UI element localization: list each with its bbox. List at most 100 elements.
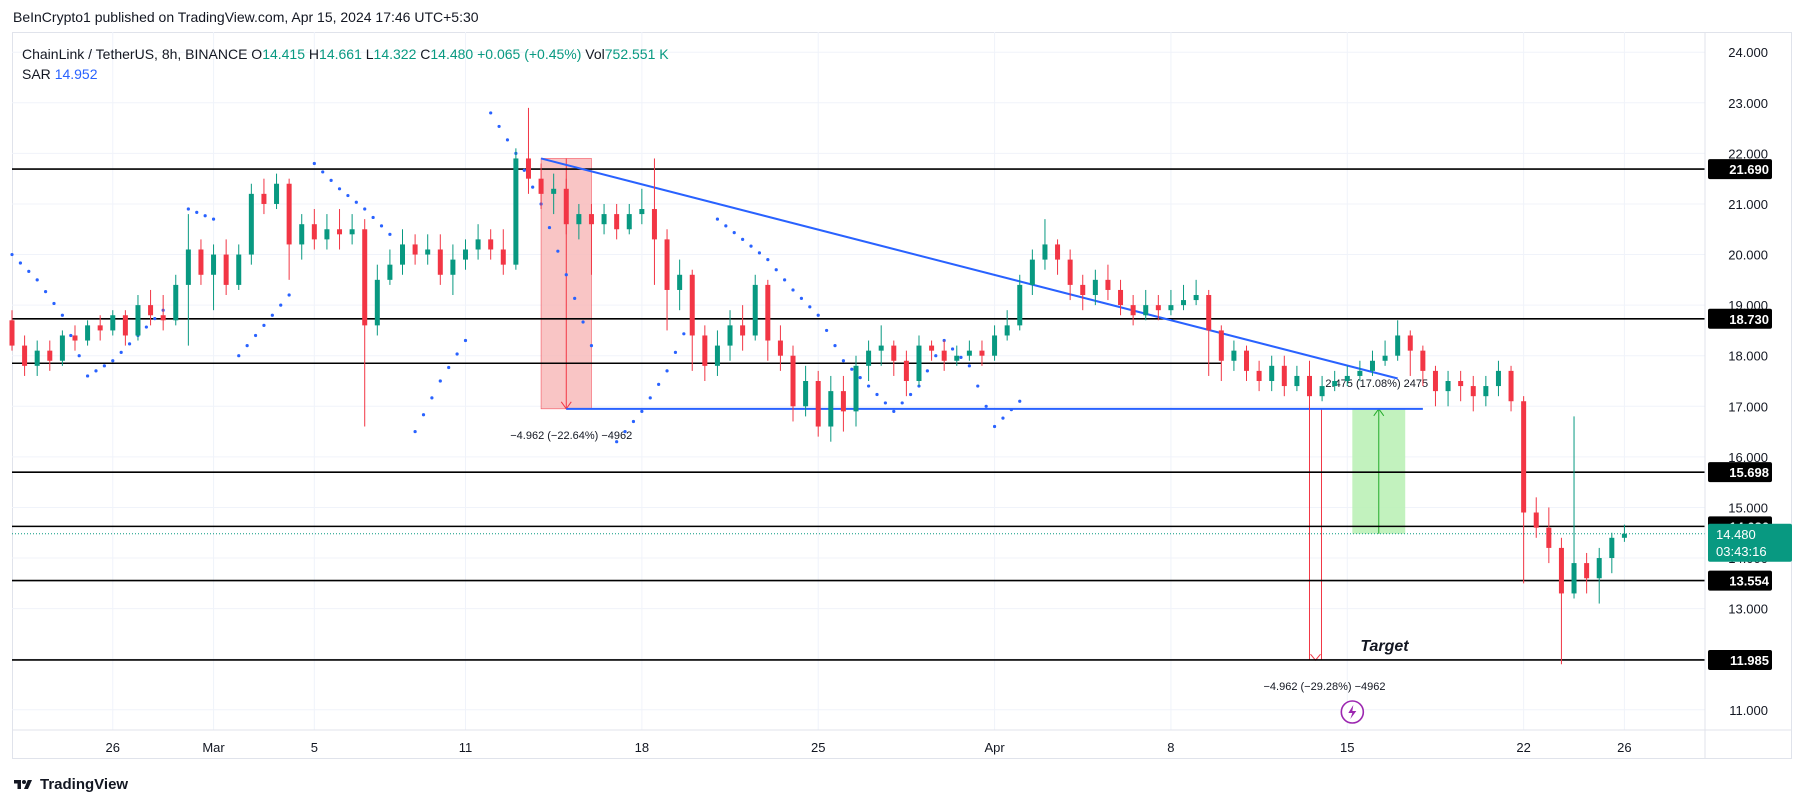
candle[interactable] xyxy=(1521,396,1527,584)
candle[interactable] xyxy=(47,340,53,371)
candle[interactable] xyxy=(274,173,280,210)
candle[interactable] xyxy=(651,158,657,285)
descending-trendline[interactable] xyxy=(540,157,1398,380)
candle[interactable] xyxy=(714,330,720,376)
candle[interactable] xyxy=(72,325,78,351)
candle[interactable] xyxy=(1181,284,1187,311)
candle[interactable] xyxy=(1080,274,1086,311)
candle[interactable] xyxy=(1143,289,1149,321)
candle[interactable] xyxy=(1218,325,1224,381)
candle[interactable] xyxy=(551,173,557,215)
candle[interactable] xyxy=(185,214,191,346)
tradingview-brand[interactable]: TradingView xyxy=(12,776,128,793)
candle[interactable] xyxy=(1584,552,1590,594)
candle[interactable] xyxy=(601,203,607,235)
candle[interactable] xyxy=(412,234,418,265)
candle[interactable] xyxy=(538,163,544,210)
candle[interactable] xyxy=(400,229,406,275)
candle[interactable] xyxy=(1244,345,1250,381)
candle[interactable] xyxy=(1609,532,1615,574)
candle[interactable] xyxy=(261,178,267,215)
candle[interactable] xyxy=(437,234,443,285)
candle[interactable] xyxy=(903,350,909,397)
candle[interactable] xyxy=(525,107,531,194)
candle[interactable] xyxy=(248,183,254,265)
candle[interactable] xyxy=(1017,274,1023,331)
candle[interactable] xyxy=(866,340,872,381)
candle[interactable] xyxy=(1092,269,1098,306)
candle[interactable] xyxy=(1067,249,1073,301)
candle[interactable] xyxy=(475,224,481,260)
candle[interactable] xyxy=(286,178,292,280)
candle[interactable] xyxy=(1294,365,1300,392)
candle[interactable] xyxy=(1458,370,1464,402)
candle[interactable] xyxy=(702,325,708,381)
candle[interactable] xyxy=(576,203,582,240)
candle[interactable] xyxy=(9,310,15,351)
candle[interactable] xyxy=(1130,295,1136,326)
candle[interactable] xyxy=(311,209,317,250)
candle[interactable] xyxy=(1155,295,1161,321)
candle[interactable] xyxy=(1432,365,1438,407)
candle[interactable] xyxy=(1533,497,1539,538)
candle[interactable] xyxy=(374,264,380,336)
candle[interactable] xyxy=(1495,360,1501,397)
candle[interactable] xyxy=(1055,239,1061,275)
candle[interactable] xyxy=(1357,360,1363,381)
candle[interactable] xyxy=(588,203,594,275)
candle[interactable] xyxy=(916,335,922,387)
candle[interactable] xyxy=(1231,340,1237,371)
candle[interactable] xyxy=(299,214,305,260)
candle[interactable] xyxy=(1105,264,1111,301)
candle[interactable] xyxy=(1382,340,1388,366)
candle[interactable] xyxy=(664,229,670,331)
candle[interactable] xyxy=(563,178,569,235)
candle[interactable] xyxy=(1004,310,1010,341)
candle[interactable] xyxy=(614,203,620,240)
candle[interactable] xyxy=(828,375,834,442)
candle[interactable] xyxy=(1420,345,1426,387)
candle[interactable] xyxy=(1281,355,1287,397)
candle[interactable] xyxy=(1332,370,1338,392)
candle[interactable] xyxy=(22,335,28,376)
candle[interactable] xyxy=(979,340,985,366)
candle[interactable] xyxy=(1407,330,1413,376)
candle[interactable] xyxy=(966,340,972,361)
candle[interactable] xyxy=(740,305,746,351)
candle[interactable] xyxy=(425,234,431,265)
candle[interactable] xyxy=(1118,279,1124,316)
candle[interactable] xyxy=(941,340,947,371)
candle[interactable] xyxy=(349,214,355,245)
candle[interactable] xyxy=(110,310,116,336)
candle[interactable] xyxy=(992,325,998,361)
events-lightning-icon[interactable] xyxy=(1340,700,1365,724)
candle[interactable] xyxy=(1546,507,1552,564)
candle[interactable] xyxy=(840,375,846,432)
candle[interactable] xyxy=(223,239,229,296)
candle[interactable] xyxy=(639,188,645,225)
candle[interactable] xyxy=(1306,360,1312,412)
target-annotation[interactable]: Target xyxy=(1360,638,1409,655)
candle[interactable] xyxy=(1193,279,1199,306)
candle[interactable] xyxy=(462,239,468,270)
candle[interactable] xyxy=(765,279,771,361)
candle[interactable] xyxy=(362,219,368,427)
candle[interactable] xyxy=(878,325,884,366)
candle[interactable] xyxy=(677,259,683,311)
candle[interactable] xyxy=(211,244,217,311)
candle[interactable] xyxy=(160,295,166,331)
candle[interactable] xyxy=(1571,416,1577,599)
legend-sar-label[interactable]: SAR xyxy=(22,66,51,82)
candle[interactable] xyxy=(790,345,796,422)
candle[interactable] xyxy=(929,340,935,361)
candle[interactable] xyxy=(450,244,456,296)
candle[interactable] xyxy=(626,203,632,235)
candle[interactable] xyxy=(387,249,393,285)
candle[interactable] xyxy=(513,148,519,270)
candle[interactable] xyxy=(954,345,960,366)
legend-symbol[interactable]: ChainLink / TetherUS, 8h, BINANCE xyxy=(22,46,248,62)
candle[interactable] xyxy=(752,274,758,341)
candle[interactable] xyxy=(1395,320,1401,361)
candle[interactable] xyxy=(324,214,330,250)
candle[interactable] xyxy=(1344,365,1350,387)
